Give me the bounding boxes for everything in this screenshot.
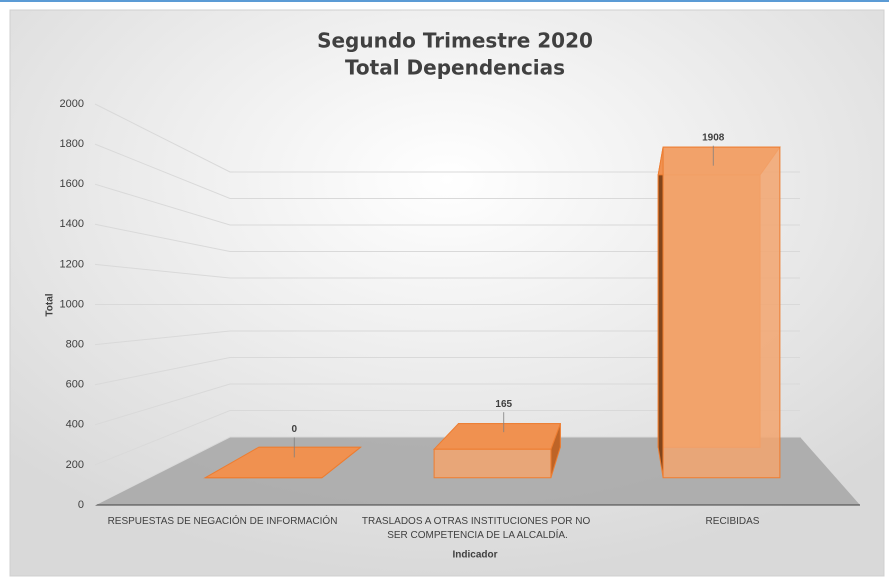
y-tick-label: 800	[66, 339, 84, 351]
grid-line	[94, 410, 800, 466]
y-tick-label: 1200	[60, 258, 84, 270]
x-tick-label: RECIBIDAS	[706, 516, 760, 527]
y-tick-label: 1800	[60, 138, 84, 150]
x-tick-label: RESPUESTAS DE NEGACIÓN DE INFORMACIÓN	[108, 514, 338, 527]
bar	[657, 146, 781, 479]
y-tick-label: 200	[66, 459, 84, 471]
chart-subtitle: Total Dependencias	[345, 56, 565, 80]
grid-line	[94, 383, 800, 426]
bar-front	[433, 448, 552, 479]
chart-title: Segundo Trimestre 2020	[317, 29, 593, 53]
y-tick-label: 1600	[60, 178, 84, 190]
bar-front	[662, 146, 781, 479]
y-tick-label: 1400	[60, 218, 84, 230]
value-label: 165	[495, 399, 512, 410]
x-axis-title: Indicador	[452, 550, 497, 561]
y-tick-label: 1000	[60, 298, 84, 310]
grid-line	[94, 223, 800, 252]
y-tick-label: 400	[66, 419, 84, 431]
grid-line	[94, 330, 800, 346]
grid-line	[94, 357, 800, 386]
value-label: 0	[291, 424, 297, 435]
grid-line	[94, 103, 800, 173]
grid-line	[94, 436, 800, 506]
y-tick-label: 600	[66, 379, 84, 391]
bar	[203, 446, 362, 479]
bar-side	[657, 147, 664, 478]
y-tick-label: 2000	[60, 98, 84, 110]
x-tick-label: TRASLADOS A OTRAS INSTITUCIONES POR NO S…	[362, 516, 593, 541]
bar	[432, 423, 562, 479]
y-tick-label: 0	[78, 499, 84, 511]
y-axis-title: Total	[45, 293, 56, 316]
value-label: 1908	[702, 132, 725, 143]
grid-line	[94, 183, 800, 226]
grid-line	[94, 143, 800, 199]
grid-line	[94, 263, 800, 279]
